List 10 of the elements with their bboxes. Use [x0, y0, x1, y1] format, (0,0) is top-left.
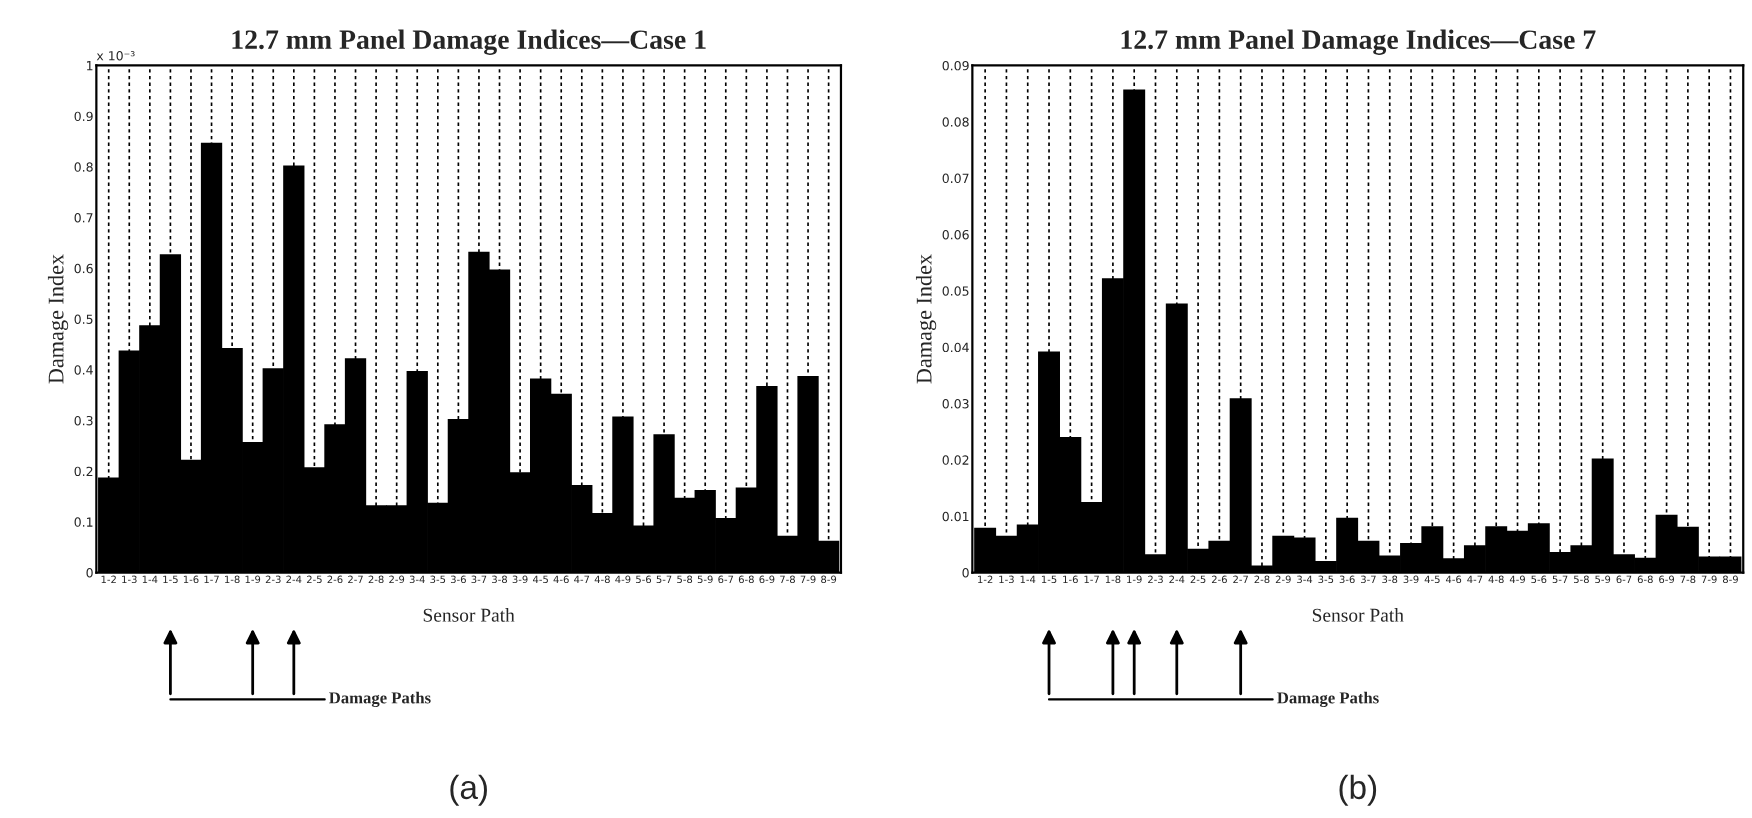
text: Damage Paths: [329, 691, 431, 708]
text: (b): [1339, 774, 1377, 806]
text: Damage Paths: [1277, 691, 1379, 708]
x-axis-title: Sensor Path: [1312, 608, 1404, 622]
chart-title: 12.7 mm Panel Damage Indices—Case 1: [232, 29, 706, 55]
x-axis-title: Sensor Path: [423, 608, 515, 622]
chart-title: 12.7 mm Panel Damage Indices—Case 7: [1121, 29, 1596, 55]
y-axis-title: Damage Index: [47, 254, 69, 384]
text: (a): [450, 774, 487, 806]
y-axis-title: Damage Index: [915, 254, 937, 384]
